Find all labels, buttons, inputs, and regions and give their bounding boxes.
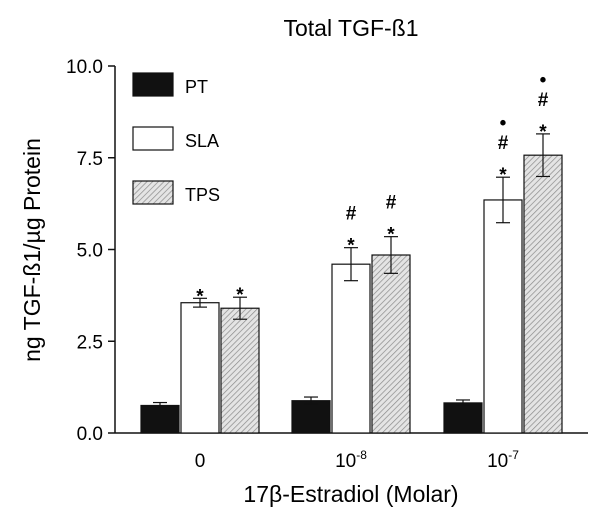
asterisk-mark: * <box>499 165 507 186</box>
y-tick-label: 7.5 <box>77 149 103 170</box>
x-tick-label: 10-8 <box>335 448 367 472</box>
plot-area: 0.02.55.07.510.00 10-8 10-7* **#*#*#• *#•PTS… <box>66 57 588 472</box>
legend-swatch-sla <box>132 126 174 151</box>
legend-label-tps: TPS <box>185 185 220 205</box>
hash-mark: # <box>498 133 509 154</box>
asterisk-mark: * <box>196 286 204 307</box>
dot-mark: • <box>500 113 507 134</box>
bar-pt <box>140 404 180 434</box>
legend-label-sla: SLA <box>185 131 219 151</box>
bar-sla <box>180 302 220 434</box>
x-axis-label: 17β-Estradiol (Molar) <box>243 481 458 507</box>
bar-pt <box>291 400 331 434</box>
bar-tps <box>371 254 411 434</box>
legend-label-pt: PT <box>185 77 208 97</box>
dot-mark: • <box>540 70 547 91</box>
asterisk-mark: * <box>236 285 244 306</box>
y-tick-label: 5.0 <box>77 241 103 262</box>
chart-title: Total TGF-ß1 <box>283 15 418 41</box>
bar-tps <box>220 307 260 434</box>
asterisk-mark: * <box>539 122 547 143</box>
x-tick-label: 10-7 <box>487 448 519 472</box>
y-tick-label: 2.5 <box>77 332 103 353</box>
hash-mark: # <box>538 90 549 111</box>
y-tick-label: 0.0 <box>77 424 103 445</box>
legend-swatch-tps <box>132 180 174 205</box>
bar-pt <box>443 402 483 434</box>
hash-mark: # <box>346 204 357 225</box>
y-tick-label: 10.0 <box>66 57 103 78</box>
bar-tps <box>523 154 563 434</box>
x-tick-label: 0 <box>195 451 206 472</box>
legend-swatch-pt <box>132 72 174 97</box>
y-axis-label: ng TGF-ß1/µg Protein <box>19 138 45 362</box>
hash-mark: # <box>386 193 397 214</box>
bar-sla <box>331 263 371 434</box>
asterisk-mark: * <box>347 236 355 257</box>
bar-sla <box>483 199 523 434</box>
asterisk-mark: * <box>387 225 395 246</box>
